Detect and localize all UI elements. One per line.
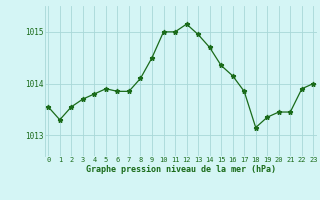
X-axis label: Graphe pression niveau de la mer (hPa): Graphe pression niveau de la mer (hPa) bbox=[86, 165, 276, 174]
